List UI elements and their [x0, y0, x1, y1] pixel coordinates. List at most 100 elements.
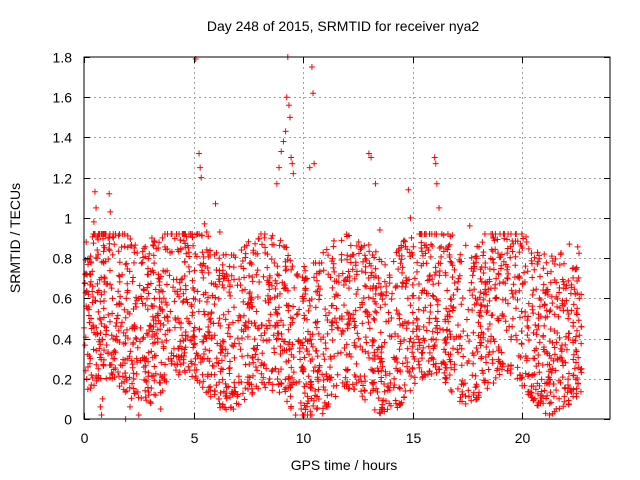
data-point: [213, 382, 220, 389]
data-point: [507, 254, 514, 261]
data-point: [531, 254, 538, 261]
data-point: [106, 362, 113, 369]
data-point: [192, 251, 199, 258]
data-point: [151, 295, 158, 302]
data-point: [87, 271, 94, 278]
data-point: [524, 388, 531, 395]
data-point: [239, 390, 246, 397]
data-point: [419, 374, 426, 381]
data-point: [322, 345, 329, 352]
data-point: [329, 318, 336, 325]
data-point: [221, 273, 228, 280]
data-point: [441, 360, 448, 367]
data-point: [88, 259, 95, 266]
data-point: [253, 271, 260, 278]
data-point: [276, 304, 283, 311]
data-point: [86, 271, 93, 278]
data-point: [89, 233, 96, 240]
data-point: [561, 398, 568, 405]
data-point: [477, 275, 484, 282]
data-point: [268, 282, 275, 289]
data-point: [133, 388, 140, 395]
data-point: [245, 300, 252, 307]
data-point: [524, 323, 531, 330]
data-point: [392, 330, 399, 337]
data-point: [219, 281, 226, 288]
data-point: [379, 296, 386, 303]
data-point: [522, 308, 529, 315]
data-point: [288, 403, 295, 410]
data-point: [197, 355, 204, 362]
data-point: [438, 230, 445, 237]
data-point: [124, 308, 131, 315]
data-point: [116, 259, 123, 266]
data-point: [343, 231, 350, 238]
data-point: [352, 322, 359, 329]
data-point: [225, 324, 232, 331]
data-point: [308, 64, 315, 71]
data-point: [411, 275, 418, 282]
data-point: [138, 293, 145, 300]
data-point: [307, 408, 314, 415]
data-point: [276, 380, 283, 387]
data-point: [94, 255, 101, 262]
data-point: [310, 260, 317, 267]
data-point: [182, 282, 189, 289]
data-point: [409, 309, 416, 316]
data-point: [315, 283, 322, 290]
data-point: [308, 381, 315, 388]
data-point: [296, 306, 303, 313]
data-point: [100, 314, 107, 321]
data-point: [131, 323, 138, 330]
data-point: [219, 366, 226, 373]
data-point: [485, 351, 492, 358]
data-point: [344, 321, 351, 328]
data-point: [498, 262, 505, 269]
data-point: [141, 245, 148, 252]
data-point: [550, 393, 557, 400]
data-point: [115, 327, 122, 334]
data-point: [488, 246, 495, 253]
data-point: [401, 318, 408, 325]
data-point: [254, 342, 261, 349]
data-point: [219, 403, 226, 410]
data-point: [361, 387, 368, 394]
data-point: [407, 335, 414, 342]
data-point: [378, 367, 385, 374]
data-point: [429, 243, 436, 250]
data-point: [202, 346, 209, 353]
data-point: [193, 375, 200, 382]
data-point: [407, 302, 414, 309]
data-point: [204, 355, 211, 362]
data-point: [101, 274, 108, 281]
data-point: [553, 387, 560, 394]
data-point: [396, 346, 403, 353]
data-point: [512, 305, 519, 312]
data-point: [81, 280, 88, 287]
data-point: [117, 293, 124, 300]
data-point: [190, 295, 197, 302]
data-point: [564, 381, 571, 388]
data-point: [573, 390, 580, 397]
data-point: [201, 311, 208, 318]
data-point: [363, 283, 370, 290]
data-point: [198, 174, 205, 181]
data-point: [246, 290, 253, 297]
data-point: [217, 404, 224, 411]
data-point: [243, 242, 250, 249]
data-point: [181, 258, 188, 265]
data-point: [131, 259, 138, 266]
data-point: [451, 266, 458, 273]
data-point: [143, 295, 150, 302]
data-point: [144, 265, 151, 272]
data-point: [245, 238, 252, 245]
data-point: [330, 243, 337, 250]
data-point: [144, 384, 151, 391]
data-point: [355, 335, 362, 342]
data-point: [381, 339, 388, 346]
data-point: [283, 94, 290, 101]
data-point: [394, 310, 401, 317]
data-point: [283, 347, 290, 354]
data-point: [462, 392, 469, 399]
data-point: [570, 356, 577, 363]
